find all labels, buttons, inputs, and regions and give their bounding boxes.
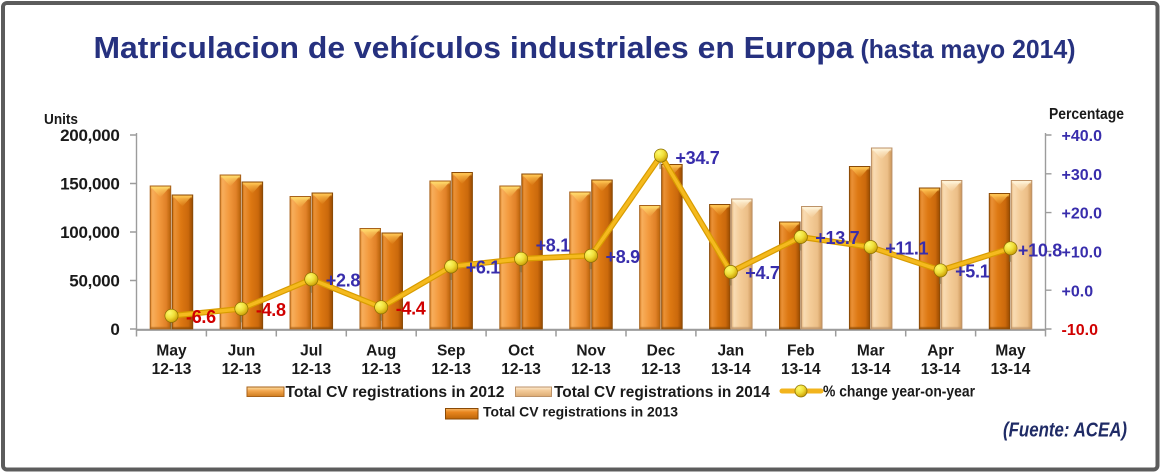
svg-text:Percentage: Percentage [1049, 106, 1124, 123]
svg-text:+10.8: +10.8 [1018, 241, 1062, 261]
svg-text:Sep: Sep [437, 343, 465, 360]
svg-text:Jul: Jul [300, 343, 322, 360]
svg-text:150,000: 150,000 [60, 175, 119, 194]
svg-text:Units: Units [44, 112, 78, 128]
svg-text:Mar: Mar [857, 343, 885, 360]
svg-text:+13.7: +13.7 [815, 228, 859, 248]
svg-text:13-14: 13-14 [851, 361, 891, 378]
svg-text:Total CV registrations in 2014: Total CV registrations in 2014 [554, 384, 770, 401]
svg-text:% change year-on-year: % change year-on-year [823, 384, 975, 401]
svg-text:Total CV registrations in 2012: Total CV registrations in 2012 [286, 384, 505, 401]
svg-text:12-13: 12-13 [641, 361, 681, 378]
svg-text:0: 0 [110, 320, 119, 339]
svg-text:+8.1: +8.1 [536, 235, 571, 255]
svg-text:(Fuente: ACEA): (Fuente: ACEA) [1003, 420, 1127, 442]
svg-text:+6.1: +6.1 [466, 258, 501, 278]
svg-text:12-13: 12-13 [571, 361, 611, 378]
svg-text:+5.1: +5.1 [955, 262, 990, 282]
svg-text:13-14: 13-14 [781, 361, 821, 378]
svg-text:100,000: 100,000 [60, 223, 119, 242]
svg-text:Aug: Aug [366, 343, 396, 360]
svg-text:+11.1: +11.1 [885, 238, 928, 258]
svg-text:12-13: 12-13 [222, 361, 262, 378]
svg-text:-10.0: -10.0 [1062, 322, 1099, 339]
svg-text:12-13: 12-13 [291, 361, 331, 378]
svg-text:Nov: Nov [576, 343, 606, 360]
svg-text:+8.9: +8.9 [606, 247, 641, 267]
svg-text:13-14: 13-14 [991, 361, 1031, 378]
svg-text:-6.6: -6.6 [186, 307, 216, 327]
svg-text:Jun: Jun [228, 343, 256, 360]
svg-text:+10.0: +10.0 [1062, 245, 1103, 262]
svg-text:-4.8: -4.8 [256, 300, 286, 320]
svg-text:+2.8: +2.8 [326, 271, 361, 291]
svg-text:May: May [995, 343, 1026, 360]
svg-text:Dec: Dec [647, 343, 676, 360]
svg-text:13-14: 13-14 [921, 361, 961, 378]
svg-text:-4.4: -4.4 [396, 299, 426, 319]
svg-text:12-13: 12-13 [501, 361, 541, 378]
svg-text:Apr: Apr [927, 343, 954, 360]
svg-text:+40.0: +40.0 [1062, 128, 1103, 145]
svg-text:Oct: Oct [508, 343, 534, 360]
svg-text:+20.0: +20.0 [1062, 206, 1103, 223]
svg-text:Jan: Jan [717, 343, 744, 360]
svg-text:Total CV registrations in 2013: Total CV registrations in 2013 [483, 404, 678, 420]
svg-text:+30.0: +30.0 [1062, 167, 1103, 184]
svg-text:12-13: 12-13 [431, 361, 471, 378]
svg-text:12-13: 12-13 [361, 361, 401, 378]
svg-text:13-14: 13-14 [711, 361, 751, 378]
svg-text:200,000: 200,000 [60, 126, 119, 145]
svg-text:+0.0: +0.0 [1062, 283, 1094, 300]
svg-text:May: May [156, 343, 187, 360]
svg-text:+34.7: +34.7 [675, 148, 719, 168]
svg-text:Matriculacion de vehículos ind: Matriculacion de vehículos industriales … [94, 30, 1076, 65]
svg-text:50,000: 50,000 [69, 272, 119, 291]
svg-text:Feb: Feb [787, 343, 815, 360]
svg-text:12-13: 12-13 [152, 361, 192, 378]
svg-text:+4.7: +4.7 [745, 263, 780, 283]
